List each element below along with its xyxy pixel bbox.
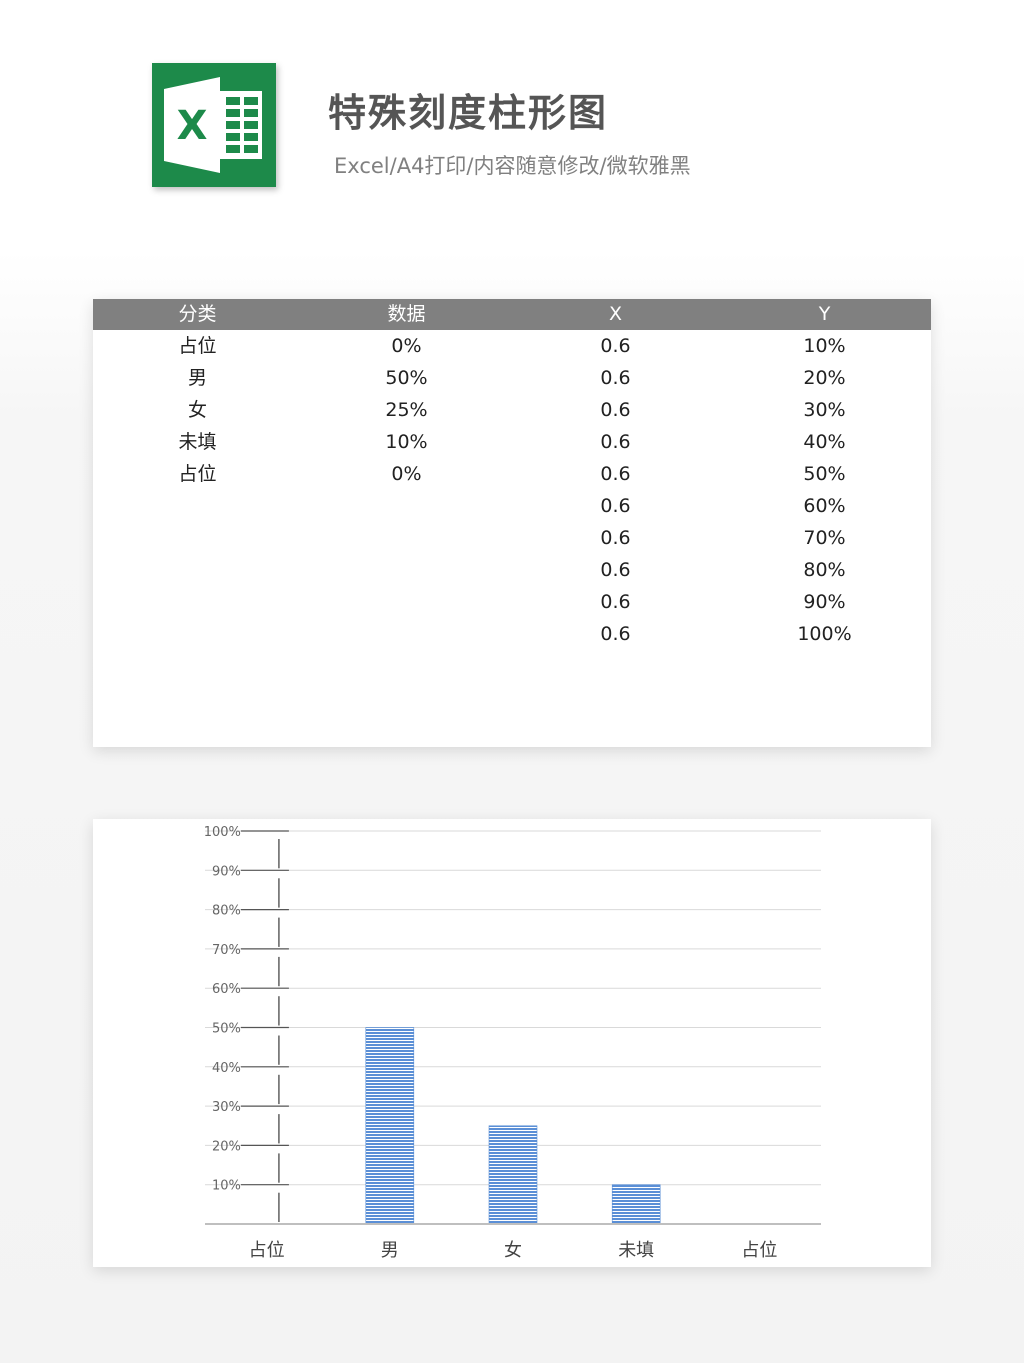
table-cell: 0.6 xyxy=(600,399,631,421)
chart-svg: 10% 20% 30% 40% 50% 60% 70% 80% 90% 100% 占位 男 女 未填 占位 xyxy=(204,825,821,1261)
y-tick-label: 10% xyxy=(212,1179,241,1194)
x-tick-label: 占位 xyxy=(249,1240,285,1261)
table-cell: 90% xyxy=(803,591,846,613)
table-cell: 0.6 xyxy=(600,591,631,613)
column-header-category: 分类 xyxy=(178,303,217,325)
y-tick-label: 70% xyxy=(212,943,241,958)
table-cell: 0.6 xyxy=(600,431,631,453)
logo-letter: X xyxy=(177,103,208,149)
table-cell: 10% xyxy=(803,335,846,357)
table-cell: 0.6 xyxy=(600,623,631,645)
table-cell: 0% xyxy=(391,335,422,357)
table-cell: 20% xyxy=(803,367,846,389)
table-cell: 女 xyxy=(187,399,207,421)
bar-chart: 10% 20% 30% 40% 50% 60% 70% 80% 90% 100% 占位 男 女 未填 占位 xyxy=(93,819,931,1267)
table-cell: 0% xyxy=(391,463,422,485)
excel-logo-icon: X xyxy=(152,63,276,187)
bar xyxy=(488,1125,538,1225)
table-cell: 男 xyxy=(187,367,207,389)
table-cell: 70% xyxy=(803,527,846,549)
y-tick-label: 100% xyxy=(204,825,241,840)
table-cell: 30% xyxy=(803,399,846,421)
table-cell: 0.6 xyxy=(600,335,631,357)
table-cell: 0.6 xyxy=(600,495,631,517)
column-header-x: X xyxy=(608,303,623,325)
table-cell: 占位 xyxy=(178,463,217,485)
y-tick-label: 80% xyxy=(212,904,241,919)
page-subtitle: Excel/A4打印/内容随意修改/微软雅黑 xyxy=(334,154,691,178)
x-tick-label: 女 xyxy=(504,1240,522,1261)
table-cell: 100% xyxy=(797,623,852,645)
table-cell xyxy=(302,618,511,650)
table-cell: 80% xyxy=(803,559,846,581)
x-tick-label: 男 xyxy=(381,1240,399,1261)
y-tick-label: 90% xyxy=(212,864,241,879)
table-cell: 占位 xyxy=(178,335,217,357)
table-cell xyxy=(93,522,302,554)
bar xyxy=(611,1184,661,1225)
y-tick-label: 50% xyxy=(212,1022,241,1037)
table-cell: 50% xyxy=(803,463,846,485)
table-cell xyxy=(93,586,302,618)
table-cell: 0.6 xyxy=(600,559,631,581)
table-header: 分类 数据 X Y xyxy=(93,299,931,330)
table-cell xyxy=(302,522,511,554)
table-cell: 10% xyxy=(385,431,428,453)
table-cell: 未填 xyxy=(178,431,217,453)
y-tick-label: 30% xyxy=(212,1100,241,1115)
y-tick-label: 40% xyxy=(212,1061,241,1076)
table-cell xyxy=(93,554,302,586)
y-tick-label: 20% xyxy=(212,1139,241,1154)
table-cell xyxy=(302,490,511,522)
table-cell: 0.6 xyxy=(600,527,631,549)
data-table: 分类 数据 X Y 占位 0% 0.6 10% 男 50% 0.6 20% 女 25% 0.6 30%… xyxy=(93,299,931,747)
table-cell: 60% xyxy=(803,495,846,517)
table-cell xyxy=(93,490,302,522)
column-header-y: Y xyxy=(818,303,831,325)
table-cell xyxy=(93,618,302,650)
table-cell: 0.6 xyxy=(600,463,631,485)
y-tick-label: 60% xyxy=(212,982,241,997)
table-cell: 50% xyxy=(385,367,428,389)
x-tick-label: 未填 xyxy=(618,1240,654,1261)
table-cell: 40% xyxy=(803,431,846,453)
column-header-data: 数据 xyxy=(387,303,426,325)
table-cell xyxy=(302,554,511,586)
bar xyxy=(365,1027,415,1225)
x-tick-label: 占位 xyxy=(741,1240,777,1261)
table-cell xyxy=(302,586,511,618)
page-title: 特殊刻度柱形图 xyxy=(328,91,609,135)
table-cell: 25% xyxy=(385,399,428,421)
table-cell: 0.6 xyxy=(600,367,631,389)
